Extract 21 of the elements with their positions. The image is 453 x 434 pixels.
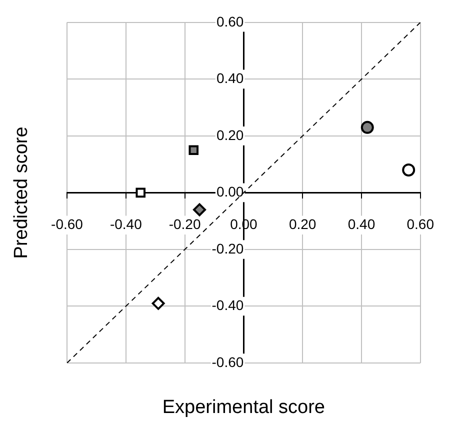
y-tick-label: -0.40 xyxy=(212,297,244,314)
point xyxy=(360,120,374,134)
y-tick-label: 0.20 xyxy=(216,126,244,143)
point xyxy=(402,163,416,176)
x-axis-title: Experimental score xyxy=(162,397,325,418)
y-tick-label: 0.40 xyxy=(216,70,244,86)
x-tick-label: 0.20 xyxy=(288,216,316,232)
point xyxy=(136,188,146,198)
x-tick-label: -0.20 xyxy=(168,216,201,232)
y-axis-title: Predicted score xyxy=(11,126,32,259)
x-tick-label: 0.40 xyxy=(348,216,376,232)
y-tick-label: 0.60 xyxy=(216,13,244,30)
y-tick-label: 0.00 xyxy=(216,184,244,200)
point xyxy=(188,145,199,156)
point xyxy=(193,203,206,216)
x-tick-label: -0.40 xyxy=(110,216,142,232)
point xyxy=(152,296,165,310)
y-tick-label: -0.20 xyxy=(212,240,244,256)
x-tick-label: 0.60 xyxy=(406,216,434,232)
y-tick-label: -0.60 xyxy=(212,354,244,370)
x-tick-label: -0.60 xyxy=(51,216,84,232)
